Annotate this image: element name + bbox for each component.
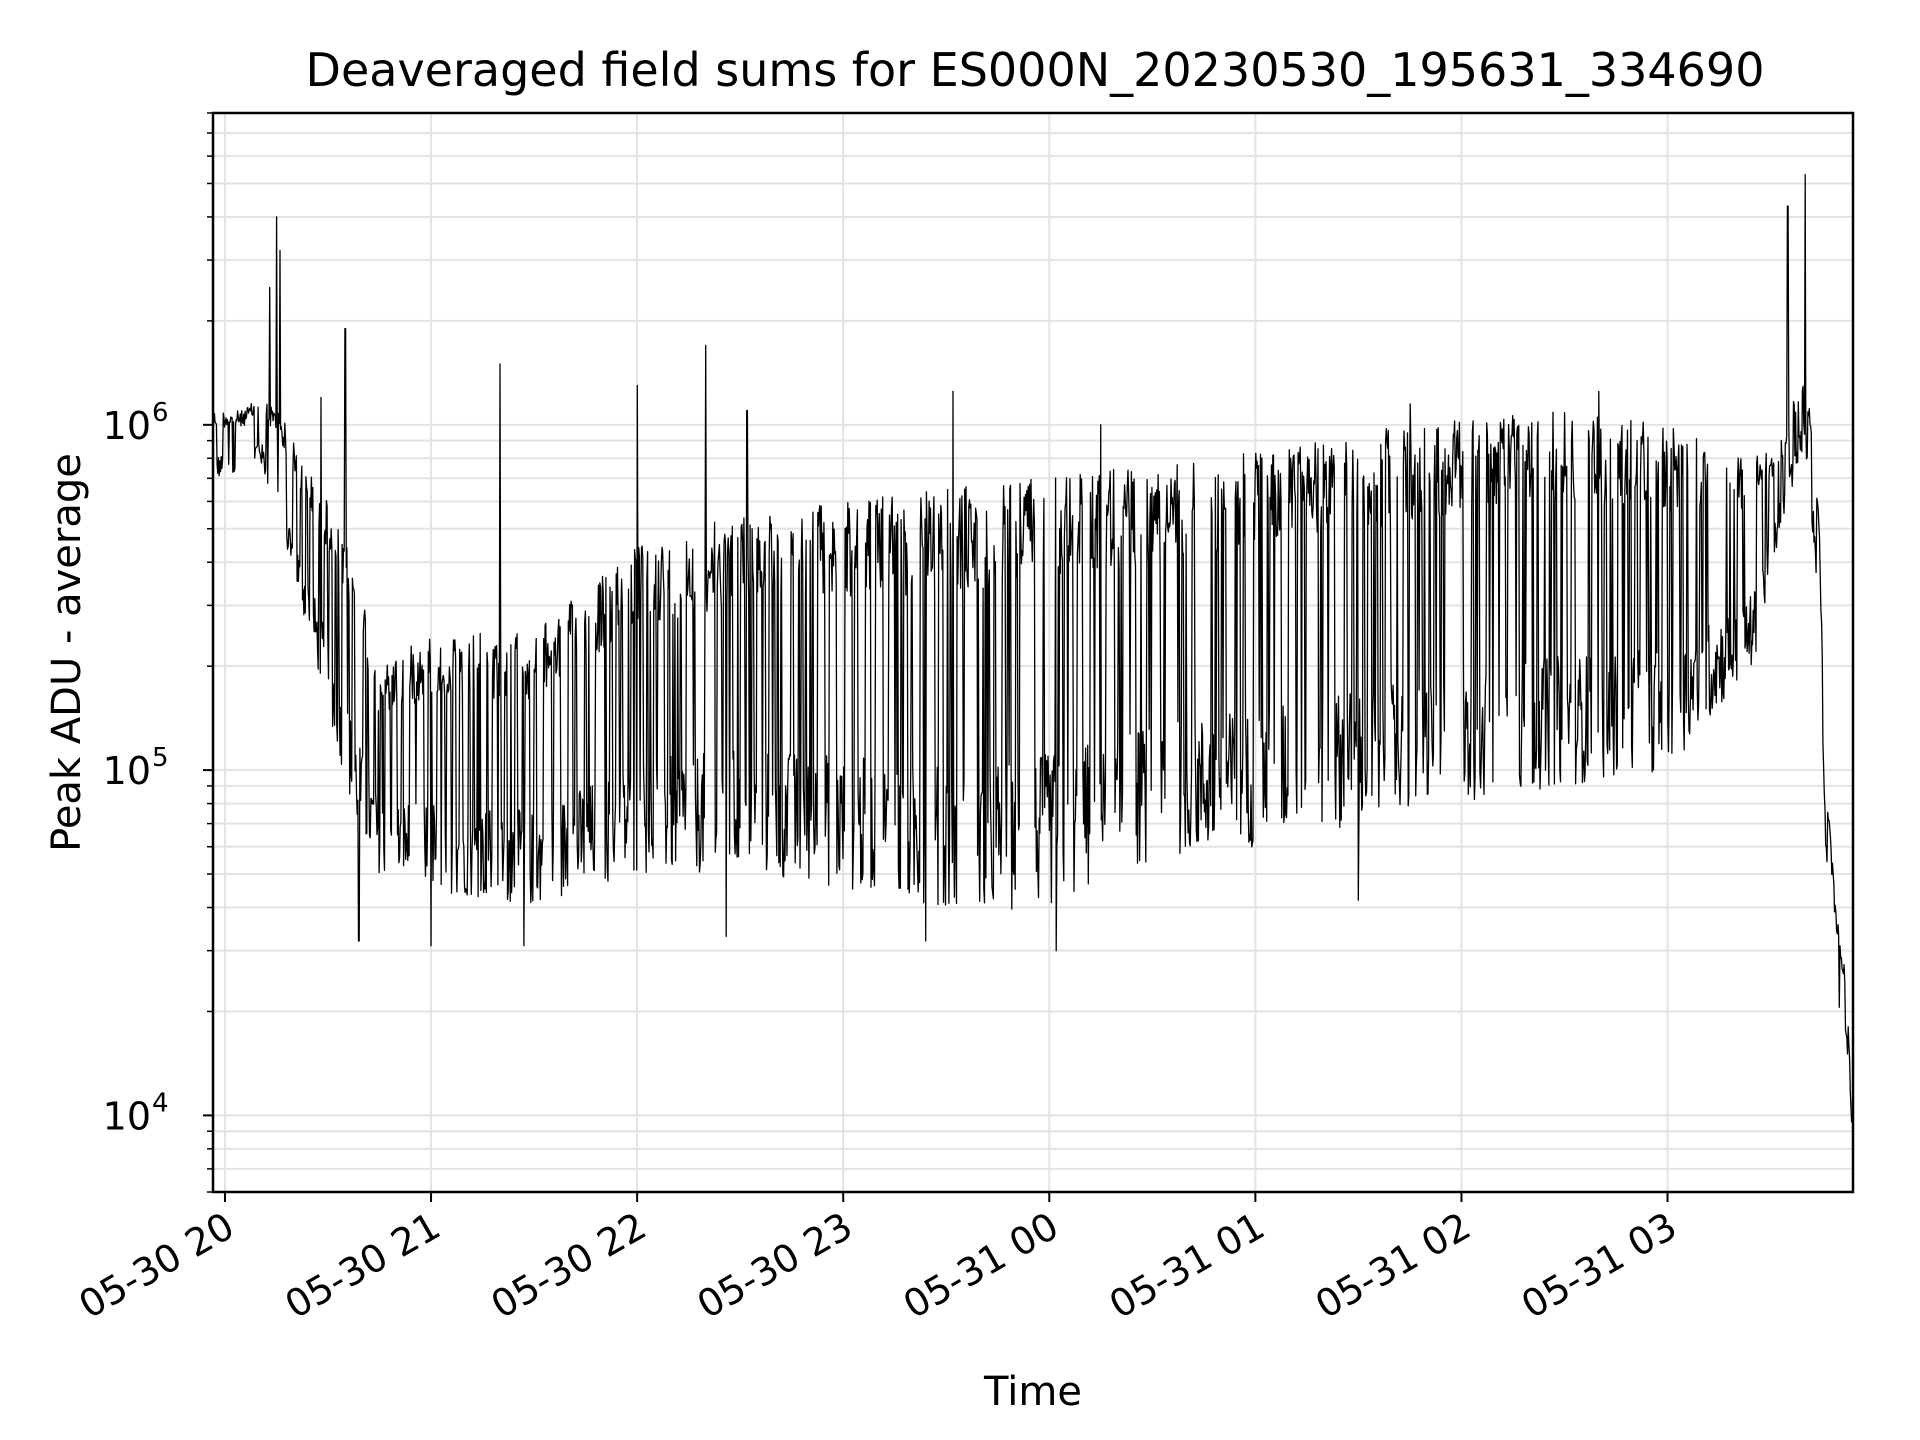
y-tick-label-exponent: 5	[152, 743, 169, 773]
y-tick-label: 10	[103, 749, 151, 793]
y-tick-label: 10	[103, 404, 151, 448]
y-tick-label-exponent: 4	[152, 1088, 169, 1118]
y-axis-label: Peak ADU - average	[44, 453, 90, 852]
y-tick-label-exponent: 6	[152, 398, 169, 428]
series-line	[212, 174, 1854, 1135]
y-tick-label: 10	[103, 1094, 151, 1138]
series-layer	[212, 174, 1854, 1135]
plot-frame	[211, 111, 1855, 1194]
chart-title: Deaveraged field sums for ES000N_2023053…	[306, 43, 1765, 97]
x-axis-label: Time	[983, 1369, 1082, 1415]
